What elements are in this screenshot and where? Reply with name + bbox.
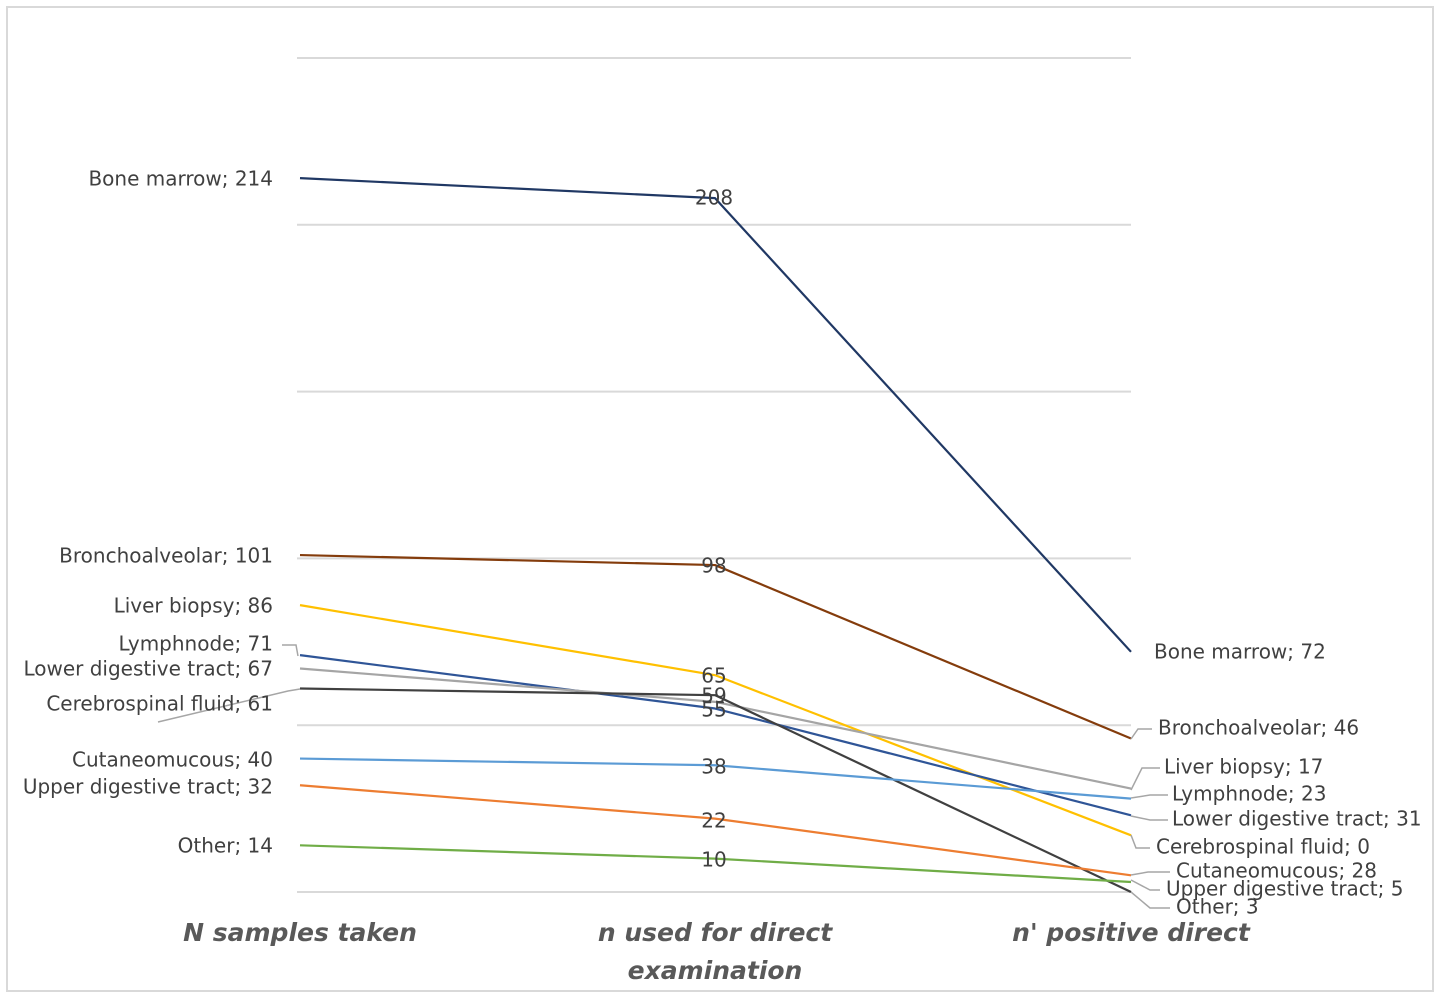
data-label-mid: 59 — [701, 684, 726, 708]
data-label-right: Bone marrow; 72 — [1154, 640, 1326, 664]
series-line-2 — [299, 604, 1132, 837]
data-label-mid: 98 — [701, 554, 726, 578]
leader-line-liver-right — [1130, 834, 1150, 849]
data-label-mid: 38 — [701, 755, 726, 779]
leader-line-lymph-right — [1130, 815, 1168, 821]
data-label-right: Upper digestive tract; 5 — [1166, 877, 1403, 901]
series-line-6 — [299, 757, 1132, 800]
data-label-left: Cutaneomucous; 40 — [72, 748, 273, 772]
series-line-7 — [299, 784, 1132, 877]
data-label-mid: 65 — [701, 664, 726, 688]
data-label-right: Other; 3 — [1176, 895, 1259, 919]
leader-line-lower-right — [1130, 767, 1160, 791]
leader-line-upper-right — [1130, 871, 1170, 876]
leader-line-csf-right — [1130, 891, 1170, 909]
data-label-right: Lymphnode; 23 — [1172, 782, 1326, 806]
data-label-left: Upper digestive tract; 32 — [23, 775, 273, 799]
chart-frame — [6, 6, 1434, 992]
leader-line-broncho-right — [1130, 728, 1152, 740]
data-label-right: Cerebrospinal fluid; 0 — [1156, 835, 1370, 859]
data-label-mid: 22 — [701, 809, 726, 833]
series-line-0 — [299, 176, 1132, 653]
data-label-left: Lymphnode; 71 — [119, 632, 273, 656]
category-label: examination — [628, 956, 803, 985]
leader-line-csf-left — [157, 688, 301, 723]
data-label-left: Cerebrospinal fluid; 61 — [46, 692, 273, 716]
category-label: n used for direct — [598, 918, 833, 947]
data-label-left: Lower digestive tract; 67 — [23, 657, 273, 681]
data-label-left: Bone marrow; 214 — [88, 167, 273, 191]
data-label-left: Bronchoalveolar; 101 — [59, 544, 273, 568]
data-label-mid: 208 — [695, 186, 733, 210]
category-label: N samples taken — [183, 918, 417, 947]
data-label-right: Lower digestive tract; 31 — [1172, 807, 1422, 831]
series-line-8 — [299, 844, 1132, 884]
data-label-mid: 10 — [701, 848, 726, 872]
data-label-right: Bronchoalveolar; 46 — [1158, 716, 1359, 740]
leader-line-lymph-left — [282, 644, 299, 657]
category-label: n' positive direct — [1012, 918, 1251, 947]
leader-line-other-right — [1130, 879, 1160, 891]
series-line-3 — [299, 654, 1132, 817]
data-label-left: Liver biopsy; 86 — [114, 594, 273, 618]
series-line-1 — [299, 553, 1132, 740]
leader-line-cutaneo-right — [1130, 794, 1168, 799]
series-line-4 — [299, 667, 1132, 790]
data-label-mid: 55 — [701, 698, 726, 722]
data-label-right: Liver biopsy; 17 — [1164, 755, 1323, 779]
series-line-5 — [299, 687, 1132, 893]
data-label-left: Other; 14 — [178, 834, 273, 858]
data-label-right: Cutaneomucous; 28 — [1176, 859, 1377, 883]
